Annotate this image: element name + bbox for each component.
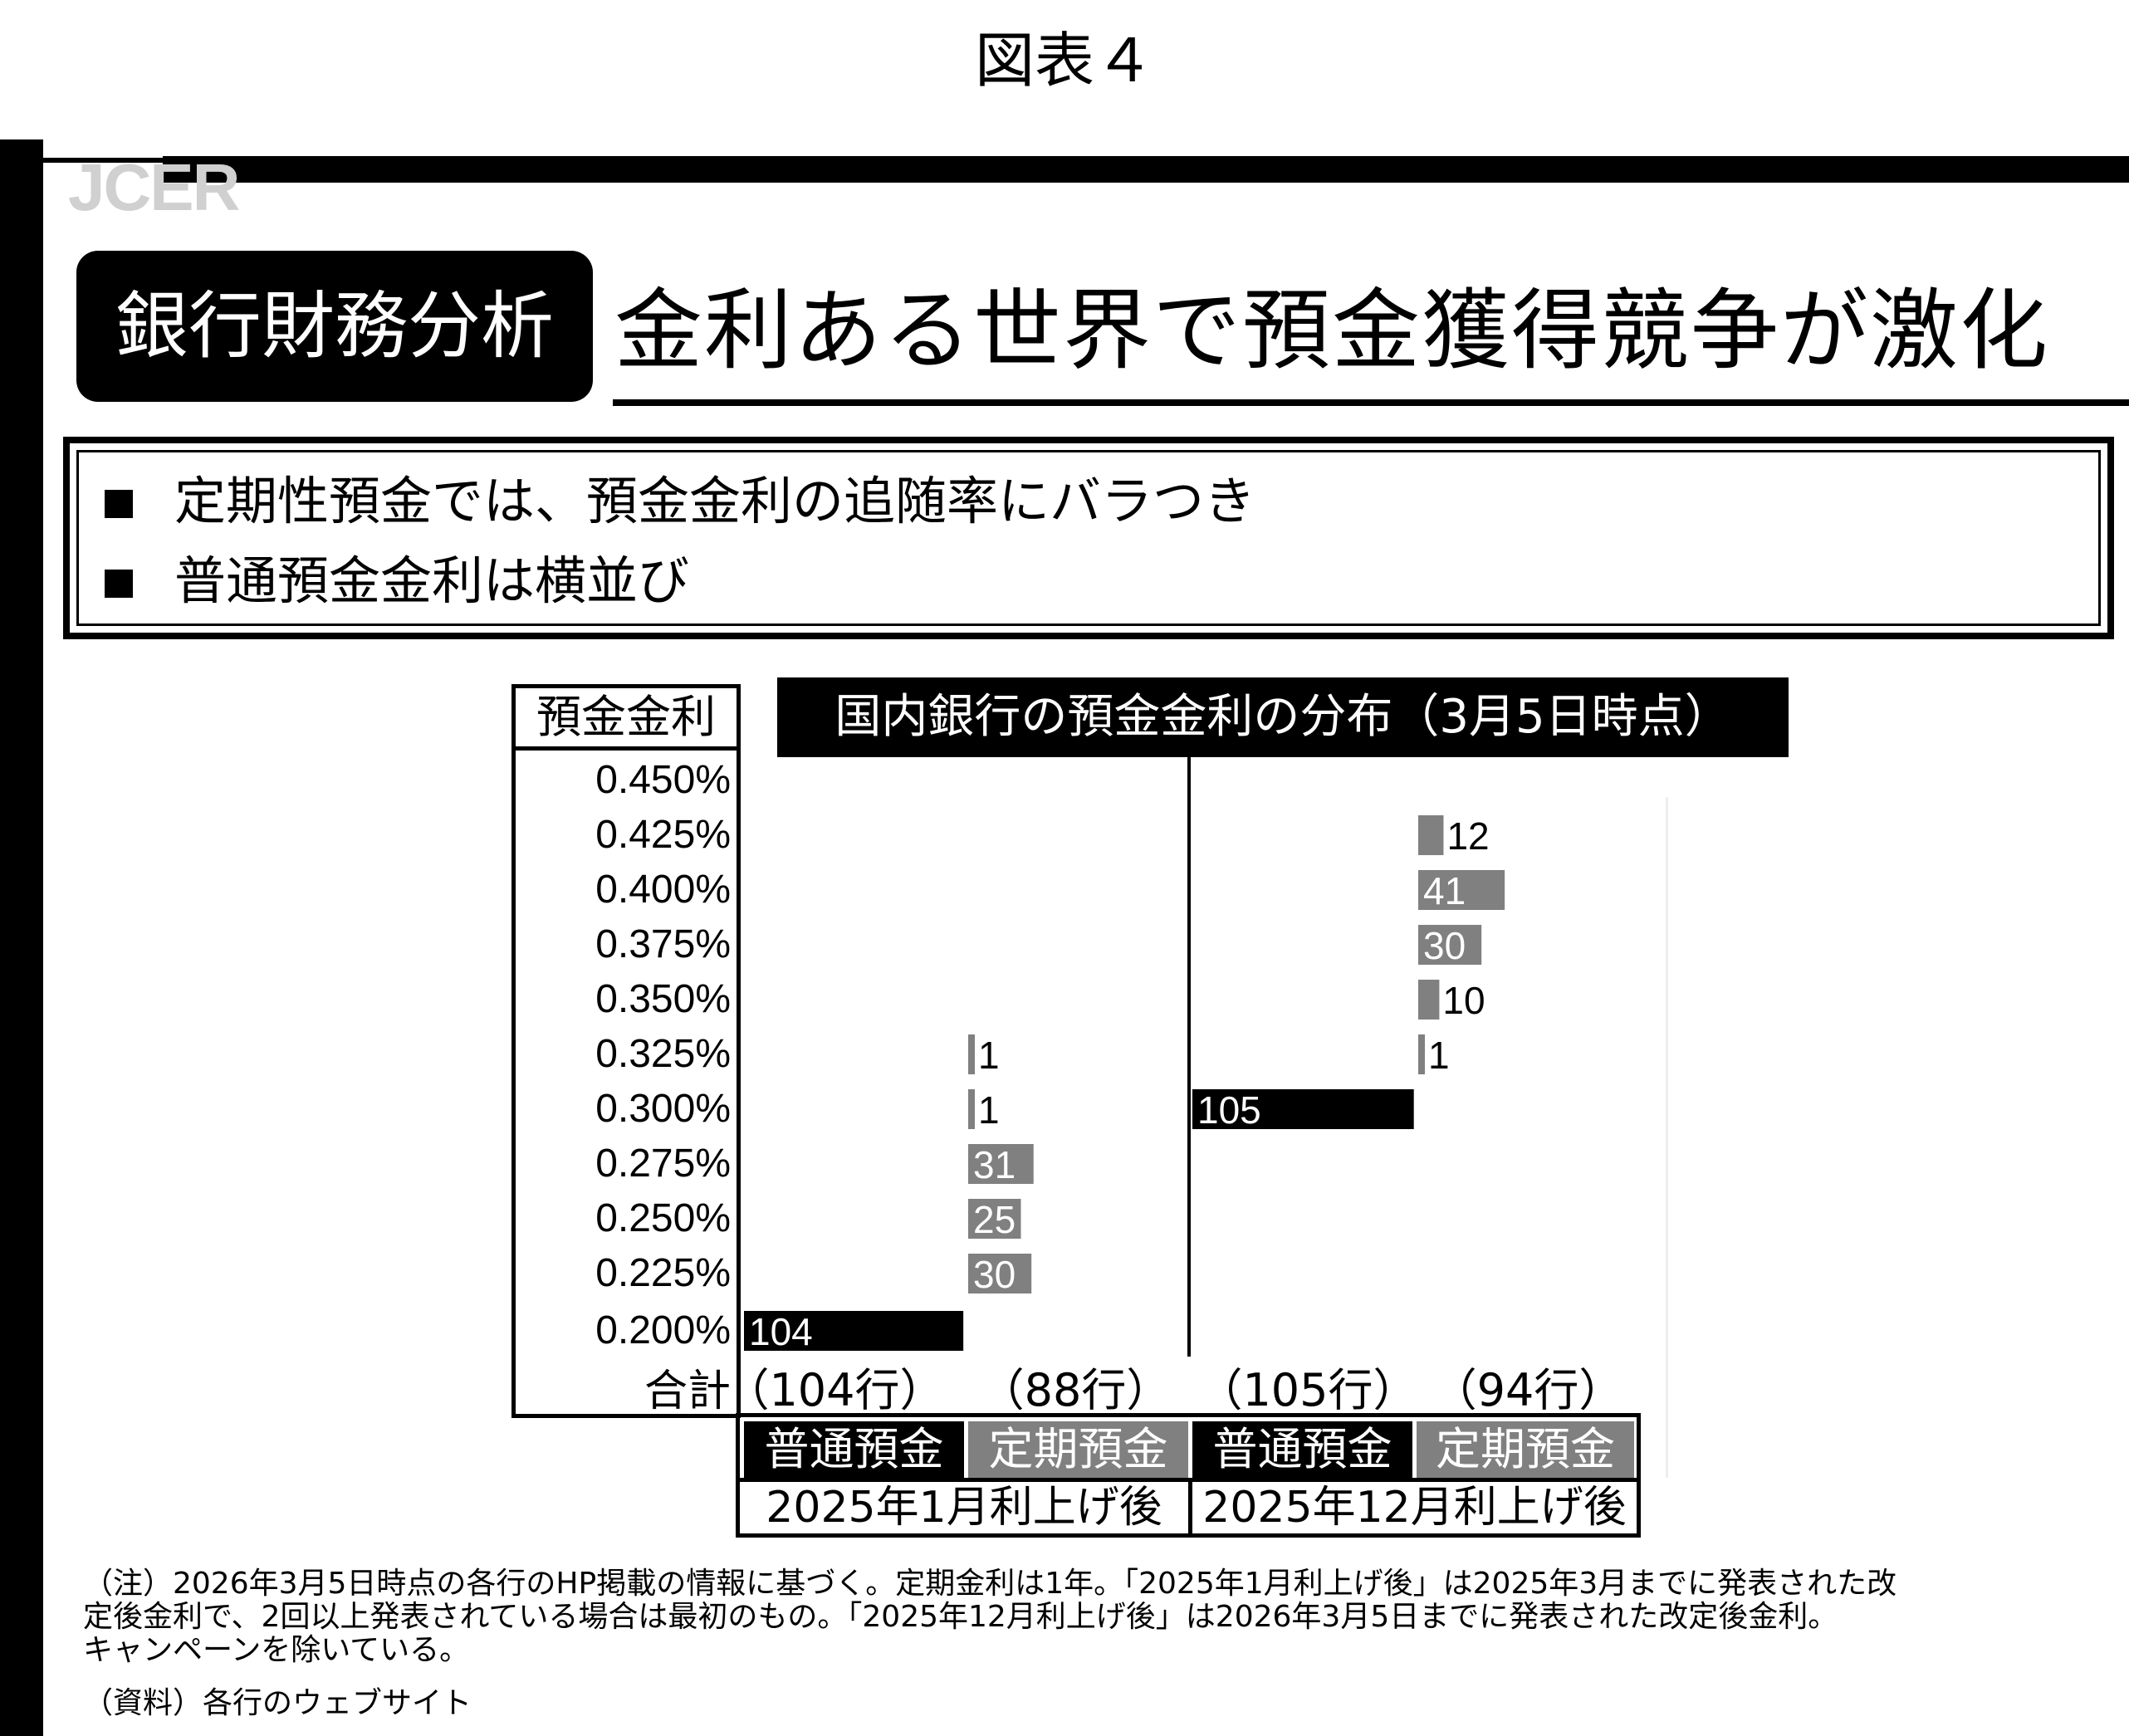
bar-time-deposit [1418,815,1444,855]
square-bullet-icon [105,490,133,518]
rate-axis-box [511,684,741,1418]
bar-time-deposit [968,1144,1034,1184]
legend-time-deposit: 定期預金 [968,1421,1188,1478]
group-total-label: （94行） [1432,1364,1624,1416]
bar-value-label: 1 [978,1088,1000,1132]
source-note: （資料）各行のウェブサイト [83,1686,472,1720]
bar-value-label: 10 [1442,979,1485,1022]
summary-bullet: 普通預金金利は横並び [105,548,689,614]
rate-tick-label: 0.350% [595,977,731,1021]
headline-underline [613,399,2129,406]
bar-time-deposit [1418,1034,1425,1074]
rate-tick-label: 0.300% [595,1087,731,1131]
rate-tick-label: 0.450% [595,758,731,802]
rate-tick-label: 0.225% [595,1251,731,1295]
bar-value-label: 31 [973,1143,1016,1186]
bar-value-label: 1 [1428,1034,1450,1077]
legend-table: 普通預金 定期預金 普通預金 定期預金 2025年1月利上げ後 2025年12月… [736,1413,1641,1538]
bar-value-label: 30 [973,1253,1016,1296]
bar-time-deposit [968,1034,975,1074]
bar-time-deposit [1418,980,1440,1020]
summary-box-inner-border [76,450,2101,626]
footnote-line: （注）2026年3月5日時点の各行のHP掲載の情報に基づく。定期金利は1年。「2… [83,1567,1897,1601]
period-label: 2025年12月利上げ後 [1202,1483,1627,1533]
bar-ordinary-deposit [744,1311,964,1351]
rate-tick-label: 0.425% [595,813,731,857]
group-total-label: （105行） [1197,1364,1418,1416]
bar-time-deposit [968,1254,1032,1293]
footnote-line: 定後金利で、2回以上発表されている場合は最初のもの。「2025年12月利上げ後」… [83,1600,1838,1634]
bar-ordinary-deposit [1192,1089,1414,1129]
section-badge: 銀行財務分析 [76,251,593,402]
group-total-label: （104行） [724,1364,945,1416]
rate-tick-label: 0.375% [595,922,731,966]
footnote-line: キャンペーンを除いている。 [83,1633,470,1667]
group-total-label: （88行） [979,1364,1172,1416]
bar-value-label: 41 [1423,869,1466,912]
bar-value-label: 105 [1197,1088,1261,1132]
square-bullet-icon [105,570,133,598]
summary-bullet-text: 普通預金金利は横並び [174,550,690,611]
rate-tick-label: 0.200% [595,1308,731,1352]
bar-value-label: 25 [973,1198,1016,1241]
rate-tick-label: 0.325% [595,1032,731,1076]
top-rule-thin [43,158,163,163]
bar-time-deposit [968,1199,1021,1239]
bar-value-label: 30 [1423,924,1466,967]
bar-time-deposit [1418,925,1482,965]
period-divider-line [1187,757,1191,1357]
footnote: （注）2026年3月5日時点の各行のHP掲載の情報に基づく。定期金利は1年。「2… [83,1567,2076,1667]
bar-time-deposit [1418,870,1505,910]
bar-value-label: 1 [978,1034,1000,1077]
rate-tick-label: 0.275% [595,1142,731,1186]
jcer-logo: JCER [68,150,240,224]
period-cell-divider [1188,1478,1192,1533]
legend-time-deposit: 定期預金 [1417,1421,1634,1478]
faint-guide-line [1666,797,1668,1478]
bar-value-label: 12 [1446,814,1489,858]
summary-bullet-text: 定期性預金では、預金金利の追随率にバラつき [174,471,1256,531]
headline: 金利ある世界で預金獲得競争が激化 [614,280,2049,382]
figure-label: 図表４ [974,26,1154,95]
rate-tick-label: 0.400% [595,868,731,912]
top-rule [163,156,2129,183]
left-frame-bar [0,139,43,1736]
period-label: 2025年1月利上げ後 [766,1483,1162,1533]
legend-ordinary-deposit: 普通預金 [1192,1421,1412,1478]
legend-ordinary-deposit: 普通預金 [744,1421,964,1478]
summary-bullet: 定期性預金では、預金金利の追随率にバラつき [105,468,1255,535]
bar-value-label: 104 [749,1310,813,1353]
total-row-label: 合計 [644,1367,731,1416]
bar-time-deposit [968,1089,975,1129]
rate-tick-label: 0.250% [595,1196,731,1240]
rate-axis-header: 預金金利 [516,688,737,751]
summary-box: 定期性預金では、預金金利の追随率にバラつき 普通預金金利は横並び [63,437,2114,639]
chart-title: 国内銀行の預金金利の分布（3月5日時点） [777,677,1789,757]
